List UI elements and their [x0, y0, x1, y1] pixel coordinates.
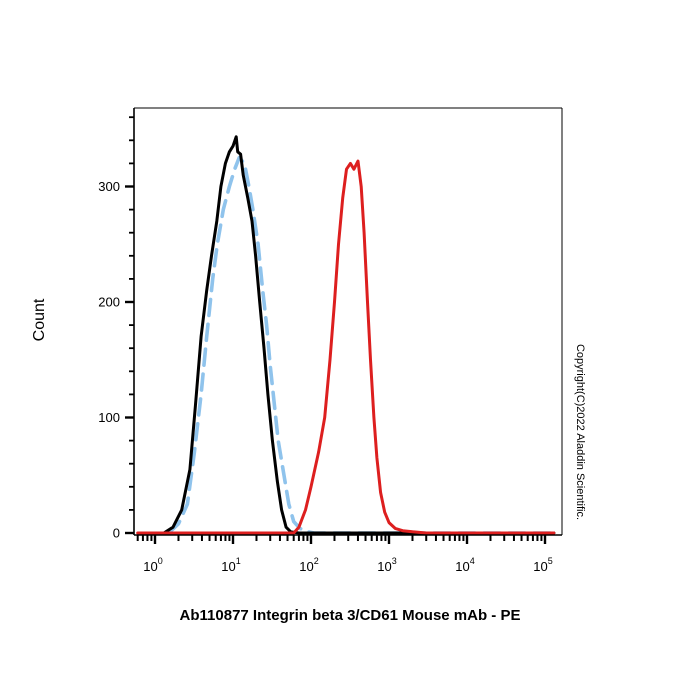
y-axis: 0 100 200 300 — [98, 108, 135, 541]
x-tick-label: 105 — [533, 556, 552, 574]
y-tick-label: 200 — [98, 295, 120, 310]
histogram-curves — [136, 135, 556, 535]
copyright-annotation: Copyright(C)2022 Aladdin Scientific. — [574, 344, 586, 520]
y-tick-label: 100 — [98, 410, 120, 425]
x-tick-label: 102 — [299, 556, 318, 574]
isotype-dashed-curve — [166, 155, 556, 535]
x-tick-label: 101 — [221, 556, 240, 574]
y-axis-title: Count — [31, 298, 48, 341]
red-histogram-curve — [136, 159, 556, 535]
plot-frame — [134, 107, 563, 535]
y-tick-label: 300 — [98, 179, 120, 194]
x-tick-label: 103 — [377, 556, 396, 574]
x-axis: 100 101 102 103 104 105 — [134, 534, 562, 574]
x-axis-title: Ab110877 Integrin beta 3/CD61 Mouse mAb … — [180, 607, 521, 624]
black-histogram-curve — [162, 135, 556, 535]
x-tick-label: 100 — [143, 556, 162, 574]
y-tick-label: 0 — [113, 526, 120, 541]
x-tick-label: 104 — [455, 556, 474, 574]
